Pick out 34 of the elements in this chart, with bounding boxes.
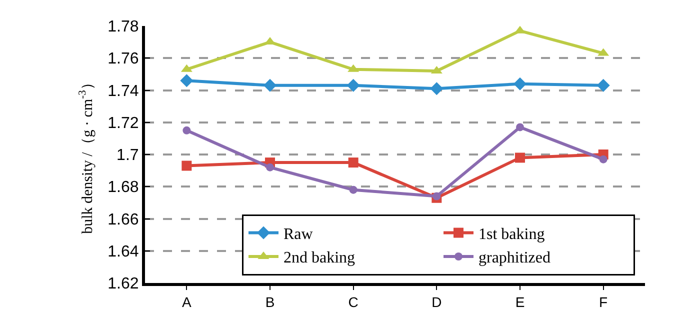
- point: [430, 82, 444, 96]
- y-tick-label: 1.66: [108, 211, 139, 228]
- point: [599, 155, 608, 164]
- point: [349, 186, 358, 194]
- point: [514, 77, 526, 90]
- point: [266, 163, 274, 172]
- point: [182, 126, 191, 134]
- point: [515, 152, 525, 163]
- legend-label: 1st baking: [478, 226, 545, 243]
- point: [180, 74, 194, 88]
- point: [432, 192, 441, 200]
- y-tick-label: 1.62: [108, 276, 139, 293]
- point: [264, 78, 276, 92]
- y-tick-label: 1.76: [108, 50, 139, 68]
- legend-label: graphitized: [478, 250, 550, 267]
- y-tick-label: 1.7: [116, 147, 139, 164]
- y-tick-label: 1.64: [108, 243, 139, 260]
- point: [182, 160, 192, 171]
- x-tick-label: A: [182, 294, 192, 310]
- x-tick-label: C: [348, 294, 358, 310]
- y-tick-label: 1.68: [108, 179, 139, 196]
- y-tick-label: 1.72: [108, 114, 139, 132]
- x-tick-label: D: [432, 294, 442, 310]
- point: [348, 158, 358, 168]
- legend-label: Raw: [284, 226, 314, 243]
- y-tick-label: 1.78: [108, 18, 139, 36]
- point: [596, 78, 610, 92]
- x-tick-label: F: [599, 294, 608, 310]
- y-tick-label: 1.74: [108, 82, 139, 100]
- point: [346, 78, 360, 92]
- legend-label: 2nd baking: [284, 250, 356, 267]
- x-tick-label: B: [265, 294, 275, 310]
- x-tick-label: E: [515, 294, 525, 310]
- point: [516, 123, 524, 132]
